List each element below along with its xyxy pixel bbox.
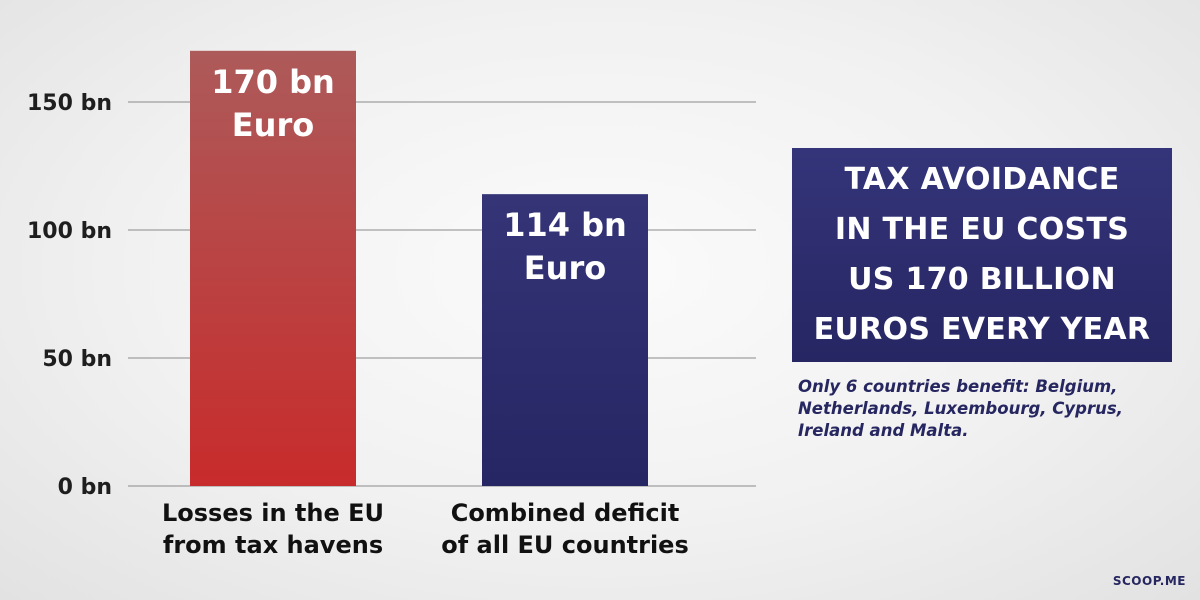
headline: TAX AVOIDANCE IN THE EU COSTS US 170 BIL… [813,162,1151,347]
bar-value-label: 114 bn [503,206,627,244]
bar [482,194,648,486]
y-tick-label: 150 bn [27,91,112,116]
source-credit: SCOOP.ME [1112,574,1186,588]
bar-value-label: Euro [524,249,606,287]
x-category-label: of all EU countries [441,531,689,559]
bar-value-label: Euro [232,106,314,144]
footnote: Only 6 countries benefit: Belgium, Nethe… [798,377,1123,440]
bar-chart: 0 bn 50 bn 100 bn 150 bn 170 bn Euro 114 bn Eu… [27,50,756,559]
bar-value-label: 170 bn [211,63,335,101]
y-axis-ticks: 0 bn 50 bn 100 bn 150 bn [27,91,112,500]
bars [190,50,648,487]
headline-box: TAX AVOIDANCE IN THE EU COSTS US 170 BIL… [792,148,1172,362]
category-labels: Losses in the EU from tax havens Combined … [162,499,689,559]
x-category-label: from tax havens [163,531,383,559]
bar [190,50,356,487]
x-category-label: Losses in the EU [162,499,384,527]
bar-value-labels: 170 bn Euro 114 bn Euro [211,63,627,287]
y-tick-label: 100 bn [27,219,112,244]
y-tick-label: 0 bn [58,475,112,500]
y-tick-label: 50 bn [42,347,112,372]
x-category-label: Combined deficit [451,499,680,527]
